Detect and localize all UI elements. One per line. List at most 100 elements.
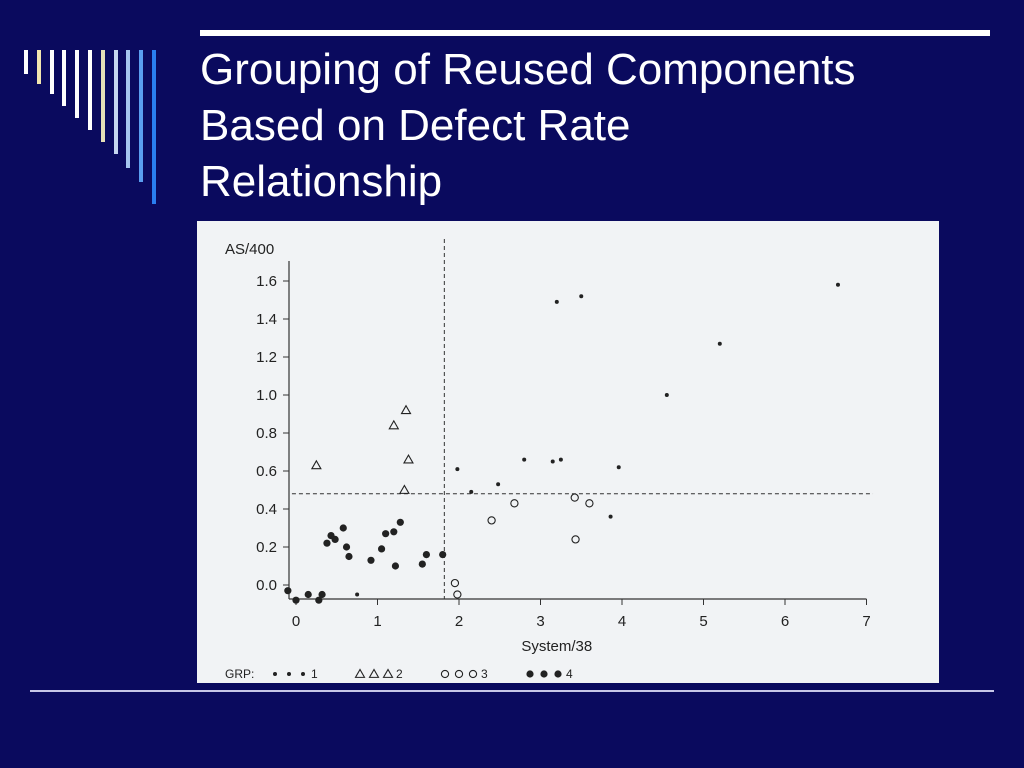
x-axis-label: System/38 xyxy=(521,638,592,655)
slide-title: Grouping of Reused Components Based on D… xyxy=(200,42,990,210)
data-point-grp-1 xyxy=(496,482,501,487)
data-point-grp-1 xyxy=(664,393,669,397)
data-point-grp-3 xyxy=(450,578,460,588)
accent-bar xyxy=(100,50,105,142)
y-tick-label: 0.2 xyxy=(256,539,277,556)
legend-marker-grp-2 xyxy=(382,668,394,678)
legend-title: GRP: xyxy=(225,667,254,681)
accent-bar xyxy=(139,50,144,182)
data-point-grp-4 xyxy=(390,528,398,536)
data-point-grp-1 xyxy=(455,467,460,472)
footer-rule xyxy=(30,690,994,692)
y-axis-label: AS/400 xyxy=(225,241,274,258)
legend-marker-grp-1 xyxy=(287,672,291,676)
legend-marker-grp-1 xyxy=(301,672,305,676)
data-point-grp-2 xyxy=(398,484,410,494)
y-tick-label: 1.6 xyxy=(256,273,277,290)
data-point-grp-3 xyxy=(453,590,462,599)
x-tick-label: 1 xyxy=(373,613,381,630)
data-point-grp-1 xyxy=(469,489,474,494)
data-point-grp-4 xyxy=(345,552,353,561)
accent-bar xyxy=(152,50,156,204)
accent-bar xyxy=(88,50,92,130)
y-tick-label: 0.8 xyxy=(256,425,277,442)
data-point-grp-3 xyxy=(585,499,594,508)
legend-label-grp-2: 2 xyxy=(396,667,403,681)
accent-bar xyxy=(126,50,131,168)
legend-marker-grp-2 xyxy=(368,668,380,678)
legend-label-grp-1: 1 xyxy=(311,667,318,681)
slide-title-line-1: Grouping of Reused Components xyxy=(200,45,856,94)
data-point-grp-4 xyxy=(318,590,326,599)
y-tick-label: 1.0 xyxy=(256,387,277,404)
accent-bar xyxy=(24,50,28,74)
x-tick-label: 0 xyxy=(292,613,300,630)
data-point-grp-4 xyxy=(342,543,351,551)
data-point-grp-4 xyxy=(304,590,312,599)
legend-marker-grp-4 xyxy=(554,670,562,678)
accent-bar xyxy=(113,50,118,154)
data-point-grp-1 xyxy=(522,457,527,462)
data-point-grp-1 xyxy=(717,341,722,346)
accent-bar xyxy=(36,50,41,84)
slide-title-line-2: Based on Defect Rate xyxy=(200,101,631,150)
data-point-grp-2 xyxy=(388,419,400,430)
accent-bar xyxy=(62,50,67,106)
title-top-rule xyxy=(200,30,990,36)
scatter-chart-figure: 0.0 0.2 0.4 0.6 0.8 1.0 1.2 1.4 1.6 0 1 2 3 4 5 6 7 AS/40… xyxy=(197,221,939,683)
data-point-grp-4 xyxy=(323,539,331,547)
y-tick-label: 1.2 xyxy=(256,349,277,366)
x-tick-label: 5 xyxy=(699,613,707,630)
x-tick-label: 7 xyxy=(862,613,870,630)
data-point-grp-3 xyxy=(570,493,579,502)
accent-bar xyxy=(75,50,80,118)
y-tick-label: 0.4 xyxy=(256,501,277,518)
data-point-grp-3 xyxy=(487,516,496,525)
data-point-grp-1 xyxy=(554,299,559,304)
data-point-grp-1 xyxy=(608,514,613,519)
y-tick-label: 0.6 xyxy=(256,463,277,480)
data-point-grp-4 xyxy=(439,551,447,559)
data-point-grp-4 xyxy=(377,545,386,553)
data-point-grp-4 xyxy=(396,518,404,526)
y-tick-label: 0.0 xyxy=(256,577,277,594)
data-point-grp-1 xyxy=(616,465,621,470)
data-point-grp-4 xyxy=(367,556,375,564)
legend-marker-grp-4 xyxy=(526,670,534,678)
data-point-grp-4 xyxy=(391,562,400,570)
legend-label-grp-3: 3 xyxy=(481,667,488,681)
data-point-grp-4 xyxy=(284,587,292,595)
x-tick-label: 2 xyxy=(455,613,463,630)
legend-marker-grp-3 xyxy=(468,669,478,679)
accent-bar xyxy=(49,50,54,94)
data-point-grp-4 xyxy=(292,596,300,604)
legend-marker-grp-4 xyxy=(540,670,548,678)
data-point-grp-4 xyxy=(418,560,426,568)
x-tick-label: 3 xyxy=(536,613,544,630)
legend-marker-grp-1 xyxy=(273,672,277,676)
data-point-grp-2 xyxy=(400,404,412,415)
legend-marker-grp-3 xyxy=(454,669,464,679)
scatter-chart: 0.0 0.2 0.4 0.6 0.8 1.0 1.2 1.4 1.6 0 1 2 3 4 5 6 7 AS/40… xyxy=(225,239,874,681)
data-point-grp-4 xyxy=(339,524,347,532)
data-point-grp-4 xyxy=(422,551,430,559)
data-point-grp-2 xyxy=(310,459,322,470)
y-tick-label: 1.4 xyxy=(256,311,277,328)
data-point-grp-1 xyxy=(579,294,584,299)
data-point-grp-1 xyxy=(355,592,360,597)
data-point-grp-1 xyxy=(835,282,840,287)
data-point-grp-4 xyxy=(382,530,390,538)
legend-label-grp-4: 4 xyxy=(566,667,573,681)
data-point-grp-4 xyxy=(331,535,339,543)
legend-marker-grp-2 xyxy=(354,668,366,678)
data-point-grp-3 xyxy=(571,535,580,544)
legend-marker-grp-3 xyxy=(440,669,450,679)
slide-title-line-3: Relationship xyxy=(200,157,443,206)
x-tick-label: 6 xyxy=(781,613,789,630)
x-tick-label: 4 xyxy=(618,613,626,630)
data-point-grp-1 xyxy=(558,457,563,462)
data-point-grp-4 xyxy=(315,596,323,604)
data-point-grp-2 xyxy=(403,453,414,464)
data-point-grp-3 xyxy=(510,499,519,508)
data-point-grp-1 xyxy=(550,459,555,464)
